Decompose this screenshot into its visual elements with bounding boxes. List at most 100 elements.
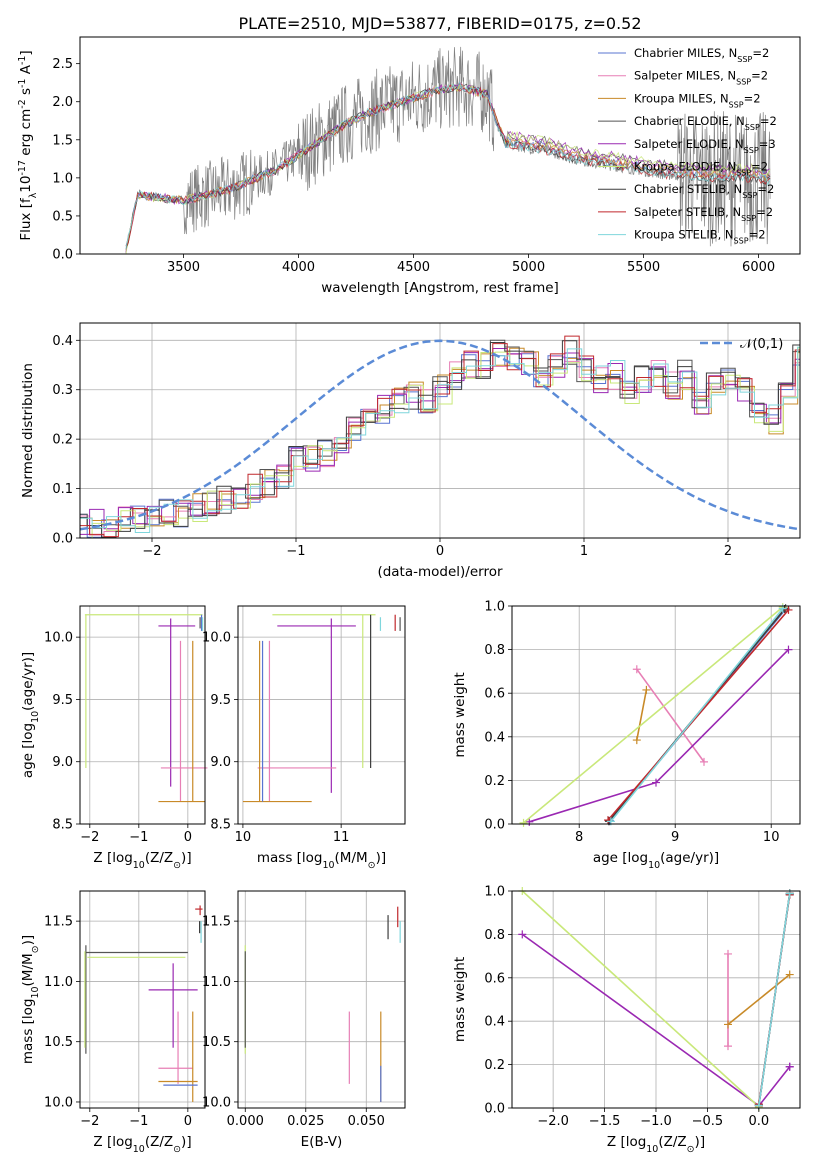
- y-tick-label: 9.5: [210, 693, 231, 708]
- y-tick-label: 11.5: [202, 915, 231, 930]
- y-tick-label: 8.5: [210, 818, 231, 833]
- y-axis-label: mass [log10(M/M⊙)]: [20, 935, 41, 1064]
- y-tick-label: 10.5: [44, 1035, 73, 1050]
- legend-label: Salpeter STELIB, NSSP=2: [634, 205, 773, 223]
- y-tick-label: 1.0: [484, 885, 505, 900]
- legend-label: Kroupa MILES, NSSP=2: [634, 91, 761, 109]
- weight-series-line: [727, 973, 791, 1026]
- x-tick-label: 9: [671, 830, 679, 845]
- y-axis-label: mass weight: [452, 957, 468, 1042]
- panel-age_vs_mass: 10 11 8.5 9.0 9.5 10.0 mass [log10(M/M⊙)]: [202, 605, 406, 871]
- y-tick-label: 10.0: [202, 631, 231, 646]
- x-tick-label: 0.025: [287, 1114, 324, 1129]
- y-tick-label: 0.4: [52, 334, 73, 349]
- x-tick-label: 3500: [167, 260, 200, 275]
- weight-point-marker: [785, 970, 794, 979]
- weight-point-marker: [652, 778, 660, 787]
- spectrum-legend: Chabrier MILES, NSSP=2 Salpeter MILES, NS…: [598, 46, 777, 245]
- x-tick-label: −0.5: [692, 1114, 724, 1129]
- x-tick-label: 8: [575, 830, 583, 845]
- y-axis-label: mass weight: [452, 672, 468, 757]
- x-tick-label: 5500: [627, 260, 660, 275]
- x-tick-label: 4000: [282, 260, 315, 275]
- y-tick-label: 11.5: [44, 915, 73, 930]
- plot-area: [519, 603, 793, 827]
- x-axis-label: (data-model)/error: [377, 564, 503, 580]
- y-tick-label: 10.5: [202, 1035, 231, 1050]
- y-tick-label: 11.0: [44, 975, 73, 990]
- plot-area: [125, 46, 771, 254]
- y-tick-label: 0.8: [484, 928, 505, 943]
- x-axis-label: Z [log10(Z/Z⊙)]: [607, 1134, 705, 1155]
- weight-point-marker: [784, 645, 793, 654]
- weight-series-line: [607, 609, 790, 821]
- panel-weight_vs_Z: −2.0 −1.5 −1.0 −0.5 0.0 0.0 0.2 0.4 0.6 0.8 1.0 Z […: [452, 885, 801, 1155]
- y-tick-label: 0.1: [52, 482, 73, 497]
- legend-label: Salpeter ELODIE, NSSP=3: [634, 137, 776, 155]
- weight-point-marker: [700, 757, 708, 766]
- x-axis-label: Z [log10(Z/Z⊙)]: [93, 850, 191, 871]
- y-tick-label: 0.0: [52, 532, 73, 547]
- x-axis-label: wavelength [Angstrom, rest frame]: [321, 280, 559, 296]
- legend-label: Chabrier ELODIE, NSSP=2: [634, 114, 777, 132]
- weight-series-line: [636, 689, 648, 741]
- axes-frame: [79, 605, 206, 825]
- normal-distribution-curve: [80, 339, 800, 531]
- panel-mass_vs_Z: −2 −1 0 10.0 10.5 11.0 11.5 Z [log10(Z/Z⊙)] mass…: [20, 890, 206, 1155]
- figure-title: PLATE=2510, MJD=53877, FIBERID=0175, z=0…: [238, 14, 641, 33]
- x-tick-label: −1.0: [640, 1114, 672, 1129]
- x-tick-label: −2: [80, 830, 99, 845]
- y-tick-label: 0.3: [52, 383, 73, 398]
- y-tick-label: 0.0: [52, 248, 73, 263]
- x-tick-label: 0.000: [227, 1114, 264, 1129]
- y-tick-label: 1.0: [52, 171, 73, 186]
- x-tick-label: −1.5: [589, 1114, 621, 1129]
- y-tick-label: 0.2: [484, 774, 505, 789]
- panel-weight_vs_age: 8 9 10 0.0 0.2 0.4 0.6 0.8 1.0 age [log10(age/yr)…: [452, 600, 801, 871]
- y-tick-label: 0.4: [484, 1015, 505, 1030]
- x-tick-label: 1: [580, 544, 588, 559]
- weight-series-line: [529, 649, 790, 823]
- legend-label: Chabrier MILES, NSSP=2: [634, 46, 769, 64]
- y-tick-label: 2.0: [52, 95, 73, 110]
- x-tick-label: −2.0: [537, 1114, 569, 1129]
- x-axis-label: age [log10(age/yr)]: [593, 850, 719, 871]
- y-tick-label: 8.5: [52, 818, 73, 833]
- residual-histogram-step: [80, 340, 800, 538]
- residual-histogram-step: [80, 353, 800, 538]
- x-tick-label: 5000: [512, 260, 545, 275]
- panel-spectrum: 3500 4000 4500 5000 5500 6000 0.0 0.5 1.0 1.5 2.0 2…: [17, 36, 801, 296]
- x-tick-label: −1: [129, 830, 148, 845]
- weight-series-line: [610, 608, 784, 822]
- weight-point-marker: [724, 949, 732, 958]
- weight-point-marker: [724, 1042, 732, 1051]
- model-spectrum-line: [125, 80, 771, 249]
- x-tick-label: −2: [142, 544, 161, 559]
- legend-label: 𝒩(0,1): [740, 337, 783, 352]
- x-tick-label: 6000: [742, 260, 775, 275]
- weight-point-marker: [632, 736, 641, 745]
- legend-label: Chabrier STELIB, NSSP=2: [634, 182, 774, 200]
- weight-point-marker: [642, 685, 651, 694]
- panel-mass_vs_ebv: 0.000 0.025 0.050 10.0 10.5 11.0 11.5 E(B-V): [202, 890, 406, 1150]
- plot-area: [80, 335, 800, 538]
- weight-series-line: [758, 893, 791, 1106]
- weight-point-marker: [724, 1020, 732, 1029]
- y-tick-label: 9.0: [52, 755, 73, 770]
- plot-area: [244, 906, 401, 1102]
- x-tick-label: 2: [724, 544, 732, 559]
- weight-point-marker: [632, 665, 641, 674]
- y-tick-label: 11.0: [202, 975, 231, 990]
- residual-histogram-step: [80, 339, 800, 529]
- axes-frame: [237, 890, 406, 1109]
- residual-histogram-step: [80, 346, 800, 533]
- y-axis-label: Normed distribution: [20, 363, 36, 498]
- y-tick-label: 9.5: [52, 693, 73, 708]
- y-tick-label: 0.8: [484, 643, 505, 658]
- x-axis-label: mass [log10(M/M⊙)]: [257, 850, 386, 871]
- x-tick-label: 0: [436, 544, 444, 559]
- axes-frame: [79, 36, 801, 255]
- x-tick-label: 0: [184, 830, 192, 845]
- weight-point-marker: [519, 818, 528, 827]
- weight-point-marker: [785, 1062, 794, 1071]
